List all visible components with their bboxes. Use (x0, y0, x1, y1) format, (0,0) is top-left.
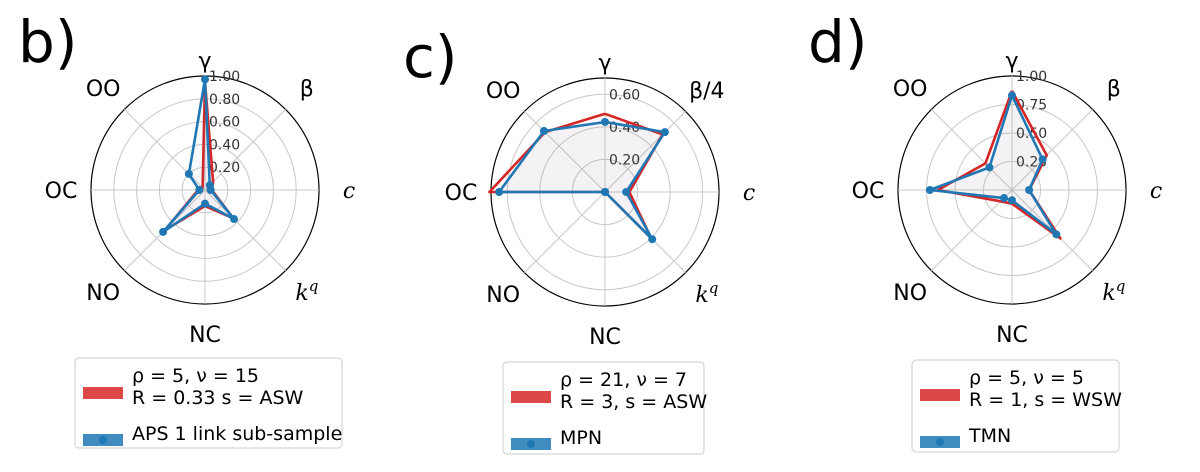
legend-marker (527, 440, 535, 448)
axis-label: c (343, 179, 355, 204)
legend-label: APS 1 link sub-sample (132, 423, 342, 445)
legend-label: ρ = 21, ν = 7 (560, 369, 687, 391)
series-fill (937, 90, 1061, 239)
legend: ρ = 5, ν = 5R = 1, s = WSW TMN (911, 359, 1122, 453)
data-point (648, 235, 657, 244)
data-point (925, 186, 934, 194)
legend: ρ = 21, ν = 7R = 3, s = ASW MPN (502, 361, 707, 455)
grid-spoke (204, 189, 286, 271)
series-fill (499, 122, 665, 240)
axis-label: kq (1102, 277, 1125, 306)
data-point (1008, 91, 1016, 100)
axis-label: kq (695, 279, 718, 308)
radial-tick-label: 0.40 (209, 137, 240, 153)
legend-swatch (83, 387, 123, 399)
data-point (495, 188, 504, 196)
axis-label: OO (486, 79, 521, 104)
radial-tick-label: 0.20 (209, 160, 240, 176)
data-point (1008, 196, 1016, 205)
legend-box (502, 361, 705, 455)
axis-label: NC (589, 325, 621, 350)
data-point (999, 194, 1008, 203)
data-point (622, 188, 631, 196)
data-point (201, 75, 209, 84)
data-point (195, 186, 204, 194)
data-point (159, 227, 168, 236)
radial-tick-label: 0.75 (1016, 98, 1047, 114)
axis-label: c (743, 181, 755, 206)
legend-box (74, 357, 343, 449)
radial-tick-label: 0.60 (209, 115, 240, 131)
radial-tick-label: 0.80 (209, 92, 240, 108)
grid-spoke (604, 111, 686, 193)
axis-label: NC (189, 323, 221, 348)
legend-label: ρ = 5, ν = 15 (132, 365, 259, 387)
legend-label: ρ = 5, ν = 5 (969, 367, 1084, 389)
legend-label: MPN (560, 427, 602, 449)
axis-label: β (300, 77, 314, 102)
axis-label: γ (598, 51, 611, 76)
legend-label: R = 3, s = ASW (560, 391, 707, 413)
radial-tick-label: 1.00 (1016, 69, 1047, 85)
radial-tick-label: 0.60 (609, 87, 640, 103)
axis-label: NO (486, 283, 520, 308)
grid-spoke (204, 109, 286, 191)
legend-box (911, 359, 1120, 453)
data-point (1052, 230, 1061, 239)
data-point (201, 199, 209, 208)
grid-spoke (524, 191, 606, 273)
data-point (1025, 186, 1034, 194)
grid-spoke (931, 189, 1013, 271)
radar-panel-1: b) 0.20 0.40 0.60 0.80 1.00γ β c kq NC NO OC OO ρ = 5… (18, 8, 355, 449)
series-fill (489, 113, 663, 239)
data-point (1038, 155, 1047, 164)
panel-label: c) (403, 23, 458, 91)
axis-label: NO (893, 281, 927, 306)
axis-label: kq (295, 277, 318, 306)
data-point (230, 215, 239, 224)
legend-marker (936, 438, 944, 446)
axis-label: γ (198, 49, 211, 74)
legend-label: TMN (968, 425, 1011, 447)
data-point (601, 117, 609, 126)
series-fill (163, 79, 234, 232)
axis-label: NO (86, 281, 120, 306)
legend: ρ = 5, ν = 15R = 0.33 s = ASW APS 1 link … (74, 357, 343, 449)
axis-label: β (1107, 77, 1121, 102)
data-point (184, 169, 193, 178)
legend-marker (99, 436, 107, 444)
data-point (206, 186, 215, 194)
axis-label: OC (852, 179, 885, 204)
series-line (497, 120, 667, 241)
series-fill (164, 81, 234, 231)
radial-tick-label: 1.00 (209, 69, 240, 85)
data-point (539, 126, 548, 135)
data-point (601, 188, 609, 196)
panel-label: d) (808, 8, 867, 76)
axis-label: γ (1005, 49, 1018, 74)
axis-label: OC (45, 179, 78, 204)
grid-spoke (1011, 109, 1093, 191)
axis-label: OO (86, 77, 121, 102)
axis-label: OC (445, 181, 478, 206)
legend-label: R = 1, s = WSW (969, 389, 1122, 411)
axis-label: NC (996, 323, 1028, 348)
radial-tick-label: 0.20 (609, 152, 640, 168)
data-point (985, 163, 994, 172)
legend-swatch (920, 389, 960, 401)
grid-spoke (931, 109, 1013, 191)
axis-label: β/4 (689, 79, 724, 104)
axis-label: OO (893, 77, 928, 102)
axis-label: c (1150, 179, 1162, 204)
grid-spoke (524, 111, 606, 193)
legend-swatch (511, 391, 551, 403)
legend-label: R = 0.33 s = ASW (132, 387, 304, 409)
series-fill (929, 95, 1057, 235)
data-point (660, 128, 669, 137)
panel-label: b) (18, 8, 77, 76)
